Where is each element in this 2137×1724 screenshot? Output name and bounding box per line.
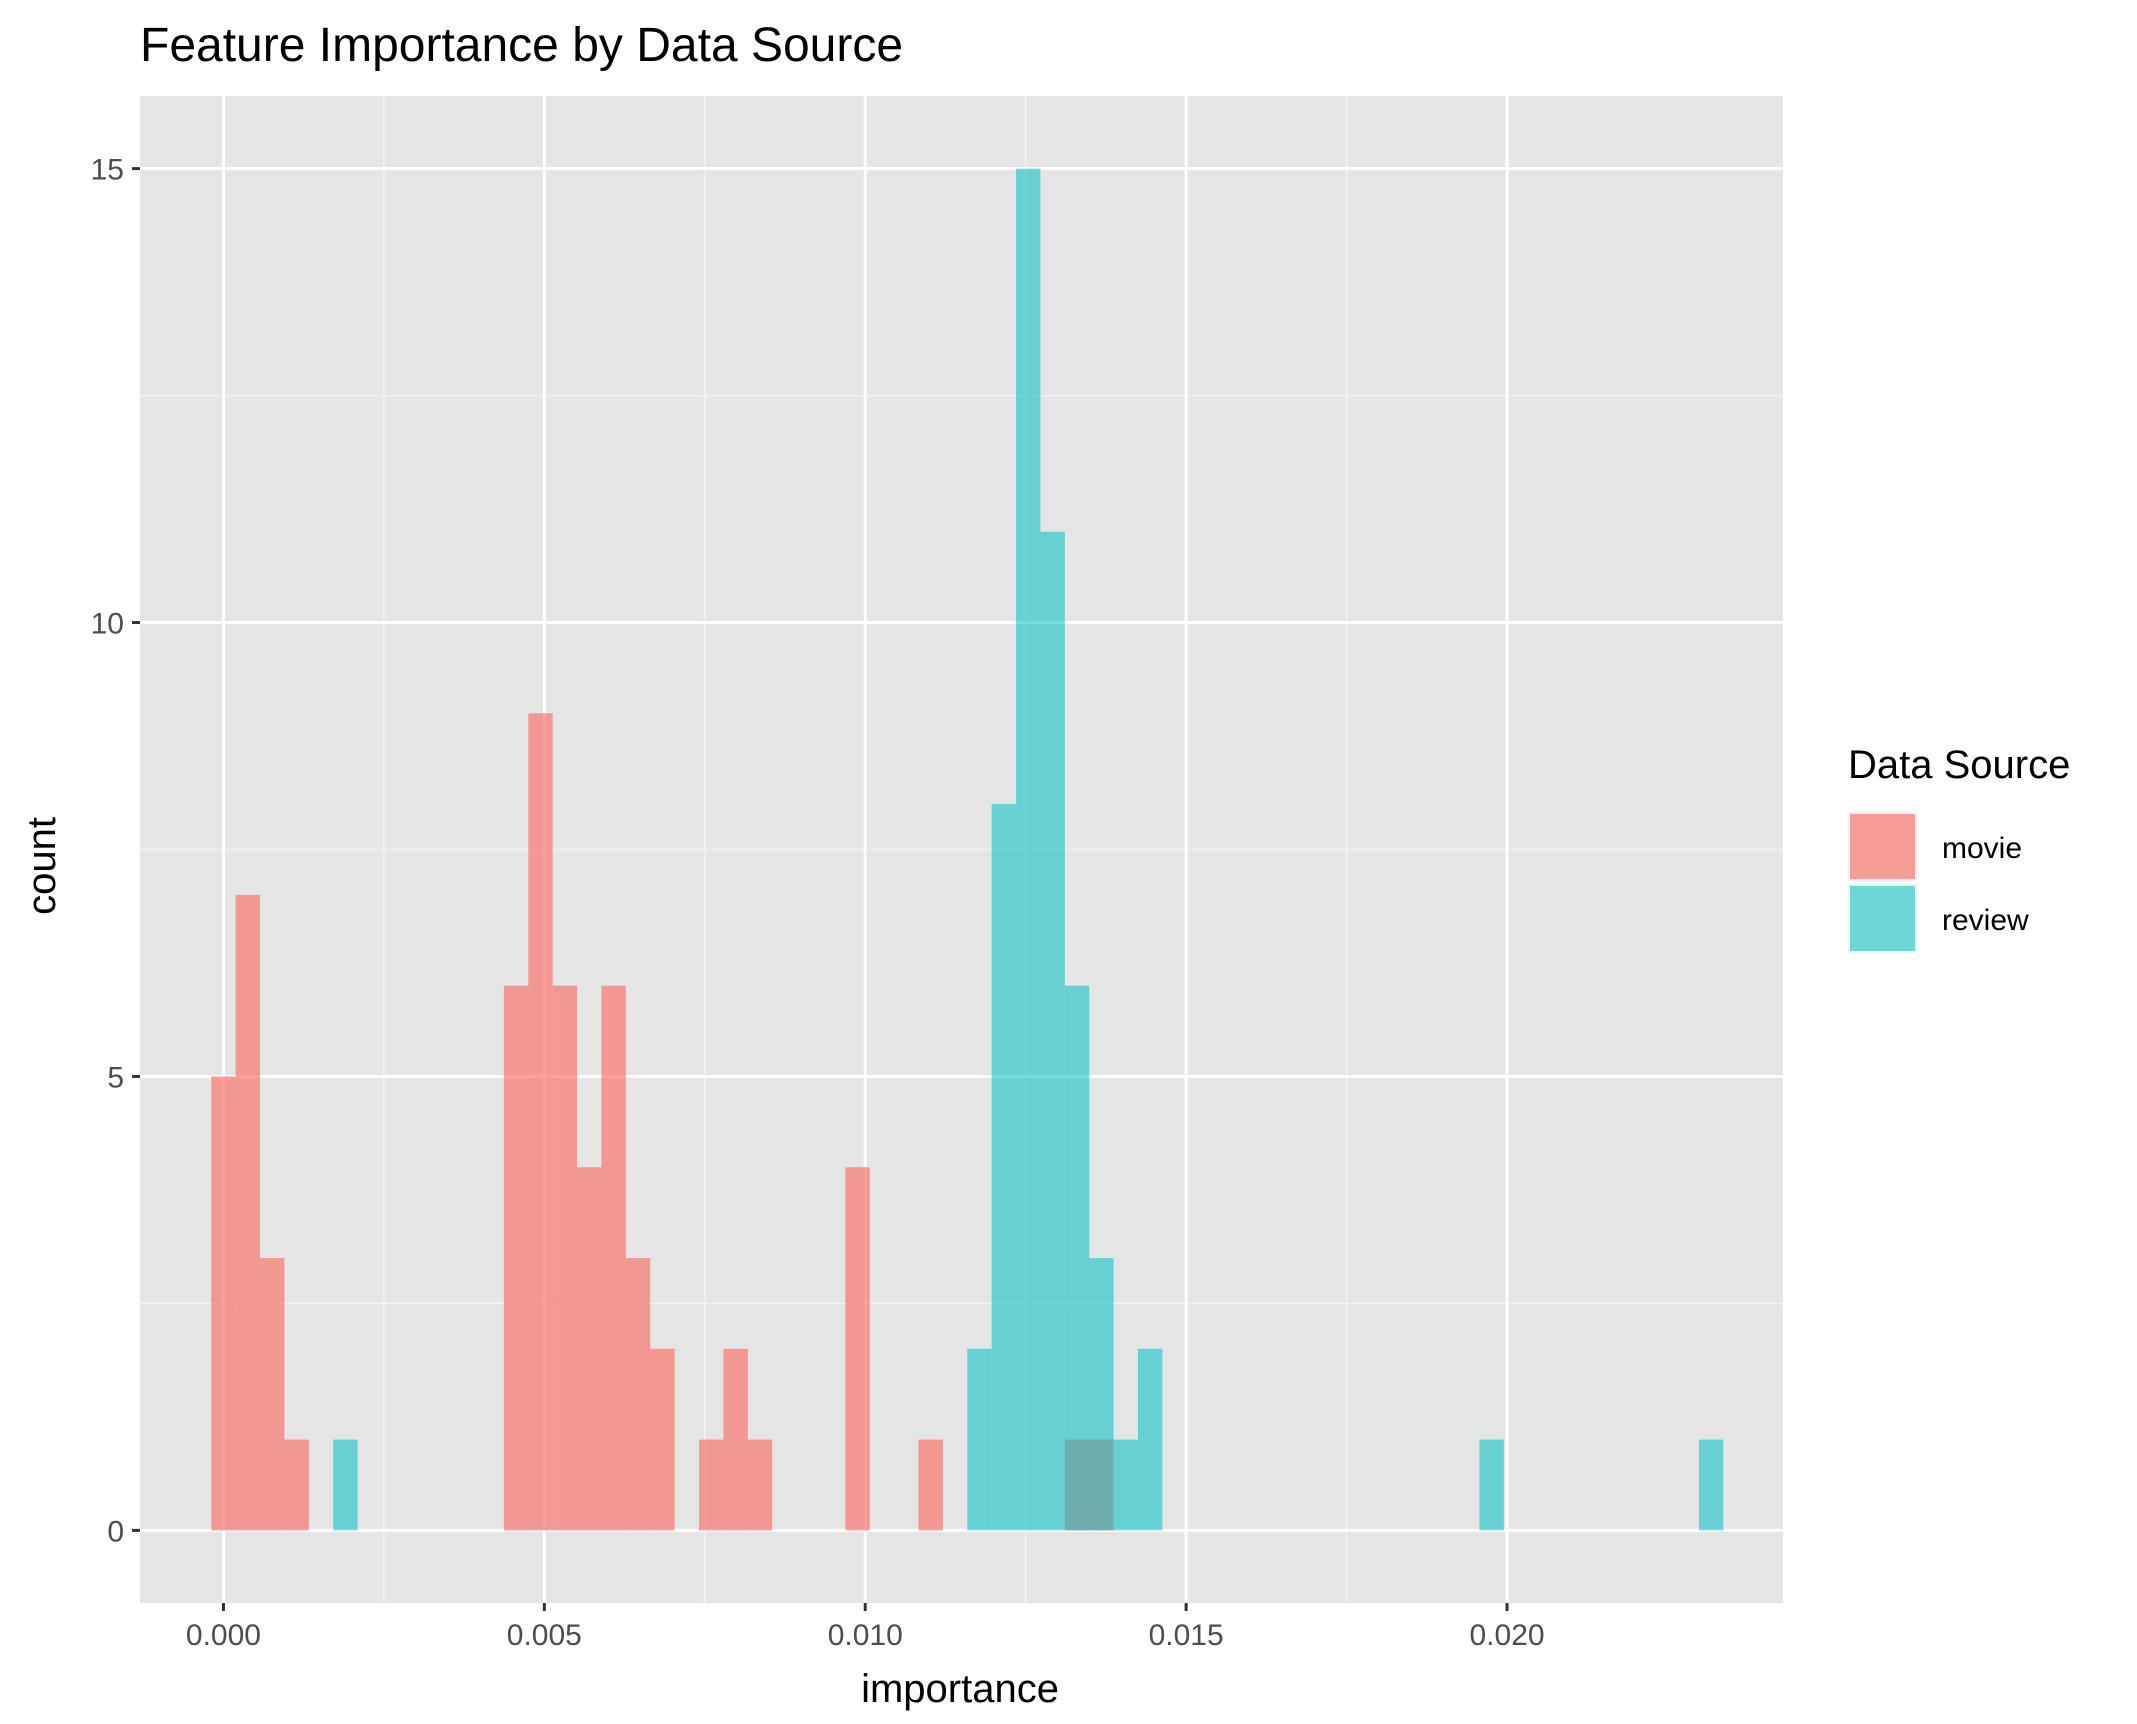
legend-title: Data Source [1848,743,2070,787]
x-tick-label: 0.010 [828,1619,903,1652]
y-axis: 0 5 10 15 [91,154,140,1548]
chart-title: Feature Importance by Data Source [140,19,903,72]
histogram-bars [211,168,1724,1531]
x-axis-title: importance [861,1667,1059,1711]
bar-movie [503,985,529,1531]
bar-movie [699,1439,724,1531]
bar-review [967,1348,992,1531]
bar-movie [625,1258,651,1531]
y-tick-label: 0 [107,1515,124,1548]
y-tick-label: 10 [91,608,124,641]
legend-label-review: review [1942,904,2029,937]
x-tick-label: 0.020 [1469,1619,1544,1652]
bar-movie [918,1439,943,1531]
bar-movie [650,1348,675,1531]
bar-movie [552,985,578,1531]
bar-review [1089,1258,1114,1531]
bar-movie [601,985,626,1531]
legend: Data Source movie review [1848,743,2070,953]
x-tick-label: 0.005 [507,1619,582,1652]
bar-review [1113,1439,1138,1531]
x-axis: 0.000 0.005 0.010 0.015 0.020 [186,1603,1545,1652]
legend-key-review [1850,886,1915,951]
y-axis-title: count [20,817,64,915]
bar-review [1040,531,1065,1531]
y-tick-label: 5 [107,1061,124,1094]
bar-movie [528,713,553,1531]
x-tick-label: 0.015 [1149,1619,1224,1652]
bar-review [1479,1439,1504,1531]
bar-review [1016,168,1041,1531]
bar-movie [284,1439,309,1531]
bar-review [333,1439,358,1531]
bar-review [1064,985,1090,1531]
legend-key-movie [1850,814,1915,879]
bar-review [1698,1439,1724,1531]
bar-movie [211,1076,236,1531]
bar-movie [235,894,261,1531]
bar-review [991,804,1017,1531]
bar-movie [577,1167,602,1531]
y-tick-label: 15 [91,154,124,187]
bar-movie [747,1439,773,1531]
bar-movie [723,1348,748,1531]
legend-label-movie: movie [1942,832,2022,865]
bar-movie [260,1258,285,1531]
bar-movie [845,1167,870,1531]
x-tick-label: 0.000 [186,1619,261,1652]
bar-review [1137,1348,1163,1531]
